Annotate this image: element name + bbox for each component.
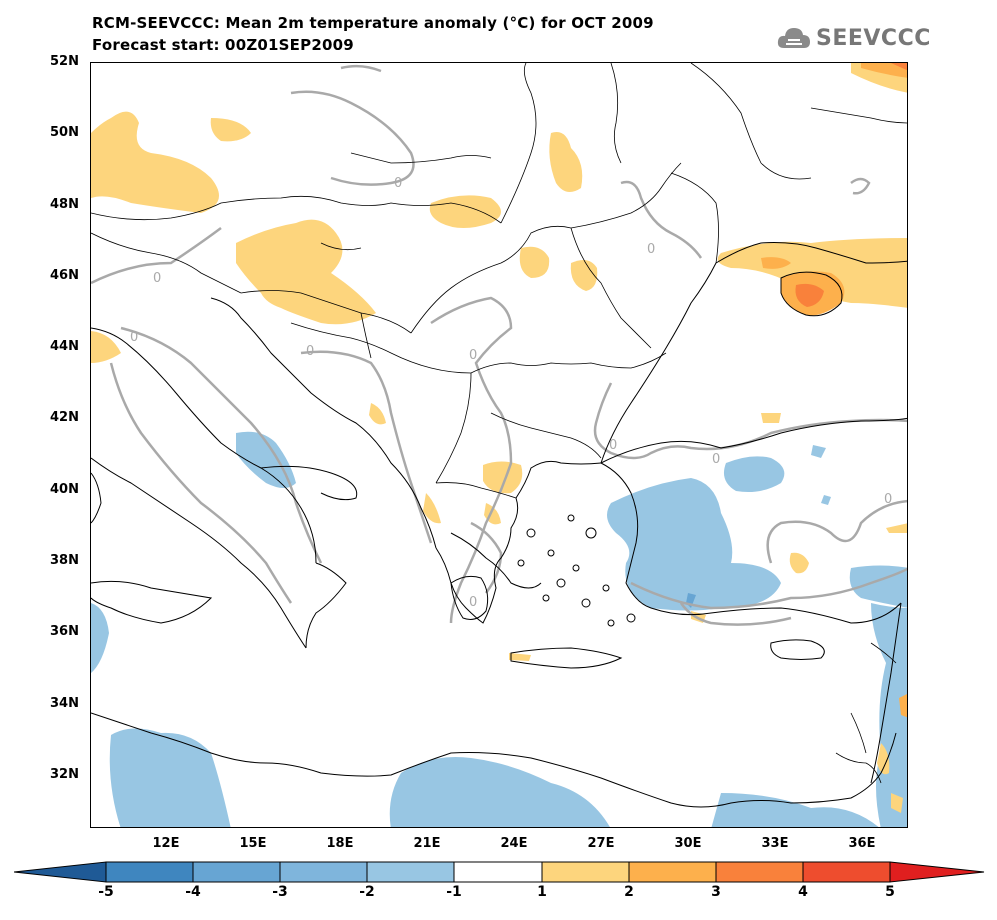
lon-label-21e: 21E (413, 836, 441, 851)
colorbar-segment (366, 861, 455, 883)
colorbar-segment (192, 861, 281, 883)
lat-label-36n: 36N (50, 624, 79, 639)
contour-label: 0 (130, 330, 138, 345)
colorbar-label: 5 (885, 884, 895, 900)
colorbar-arrow-high (889, 861, 985, 883)
colorbar-label: -1 (446, 884, 462, 900)
contour-label: 0 (153, 271, 161, 286)
lon-label-24e: 24E (500, 836, 528, 851)
contour-label: 0 (394, 176, 402, 191)
zero-contours (91, 64, 907, 626)
colorbar-segment (802, 861, 891, 883)
lat-label-44n: 44N (50, 339, 79, 354)
colorbar-segment (541, 861, 630, 883)
colorbar-segment (279, 861, 368, 883)
colorbar-segment (628, 861, 717, 883)
contour-label: 0 (469, 595, 477, 610)
colorbar-segment (715, 861, 804, 883)
contour-label: 0 (469, 348, 477, 363)
colorbar-label: -5 (98, 884, 114, 900)
lon-label-18e: 18E (326, 836, 354, 851)
lon-label-27e: 27E (587, 836, 615, 851)
cool-anomaly-areas (91, 431, 907, 827)
colorbar-arrow-low (14, 861, 107, 883)
lon-label-30e: 30E (674, 836, 702, 851)
colorbar (14, 861, 985, 883)
lat-label-50n: 50N (50, 125, 79, 140)
colorbar-label: 4 (798, 884, 808, 900)
lat-label-52n: 52N (50, 54, 79, 69)
colorbar-label: 3 (711, 884, 721, 900)
lat-label-34n: 34N (50, 696, 79, 711)
map-frame: 0 0 0 0 0 0 0 0 0 0 (90, 62, 908, 828)
colorbar-label: -2 (359, 884, 375, 900)
lon-label-33e: 33E (761, 836, 789, 851)
lat-label-42n: 42N (50, 410, 79, 425)
cloud-icon (777, 28, 810, 48)
lon-label-12e: 12E (152, 836, 180, 851)
contour-label: 0 (884, 492, 892, 507)
anomaly-map: 0 0 0 0 0 0 0 0 0 0 (91, 63, 907, 827)
colorbar-label: -3 (272, 884, 288, 900)
seevccc-logo: SEEVCCC (776, 24, 931, 52)
lat-label-32n: 32N (50, 767, 79, 782)
lon-label-36e: 36E (848, 836, 876, 851)
title-line-2: Forecast start: 00Z01SEP2009 (92, 36, 354, 54)
contour-label: 0 (306, 344, 314, 359)
colorbar-label: 2 (624, 884, 634, 900)
lat-label-40n: 40N (50, 482, 79, 497)
coastlines (91, 242, 907, 808)
colorbar-label: 1 (537, 884, 547, 900)
colorbar-label: -4 (185, 884, 201, 900)
country-borders (91, 63, 907, 784)
contour-label: 0 (609, 438, 617, 453)
contour-label: 0 (647, 242, 655, 257)
warm-anomaly-areas (91, 63, 907, 813)
logo-text: SEEVCCC (816, 25, 931, 51)
colorbar-segment (105, 861, 194, 883)
lat-label-38n: 38N (50, 553, 79, 568)
lon-label-15e: 15E (239, 836, 267, 851)
lat-label-46n: 46N (50, 268, 79, 283)
title-line-1: RCM-SEEVCCC: Mean 2m temperature anomaly… (92, 14, 654, 32)
colorbar-segment (453, 861, 543, 883)
lat-label-48n: 48N (50, 197, 79, 212)
contour-label: 0 (712, 452, 720, 467)
